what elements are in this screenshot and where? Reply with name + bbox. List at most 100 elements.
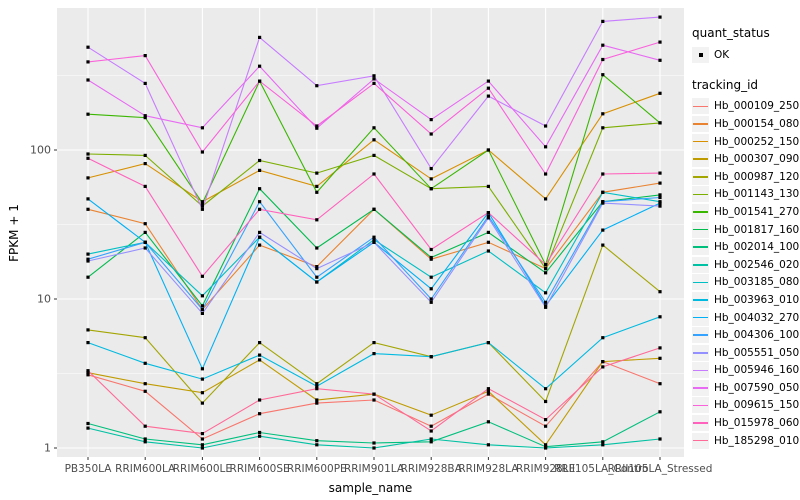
legend-item-label: Hb_000252_150 [714,135,800,148]
data-point [658,193,662,197]
data-point [544,172,548,176]
data-point [429,275,433,279]
data-point [429,355,433,359]
data-point [86,60,90,64]
data-point [200,274,204,278]
series-color-swatch [692,186,709,203]
data-point [486,420,490,424]
data-point [315,218,319,222]
data-point [372,172,376,176]
data-point [258,207,262,211]
legend-item-label: Hb_007590_050 [714,381,800,394]
legend-item-label: Hb_001817_160 [714,223,800,236]
data-point [544,399,548,404]
legend-item-label: Hb_000154_080 [714,117,800,130]
series-color-swatch [692,362,709,379]
legend-tracking-items: Hb_000109_250 Hb_000154_080 Hb_000252_150 H… [692,98,800,450]
data-point [258,398,262,402]
data-point [486,216,490,220]
data-point [601,112,605,116]
legend-item-label: Hb_004306_100 [714,329,800,342]
data-point [315,387,319,391]
data-point [258,430,262,435]
data-point [429,429,433,433]
legend-item-label: Hb_000307_090 [714,153,800,166]
data-point [143,162,147,166]
data-point [200,304,204,308]
data-point [86,257,90,261]
legend-item-Hb_001541_270: Hb_001541_270 [692,203,800,221]
legend-item-Hb_000252_150: Hb_000252_150 [692,133,800,151]
legend-item-label: Hb_003185_080 [714,276,800,289]
data-point [658,91,662,95]
x-tick-label: RRIM928BA [401,463,463,475]
data-point [143,246,147,250]
legend-item-Hb_000987_120: Hb_000987_120 [692,168,799,186]
data-point [486,389,490,393]
data-point [544,267,548,271]
data-point [486,214,490,218]
y-tick-label: 100 [30,144,51,157]
data-point [143,382,147,386]
axes: 1 10 100 PB350LA RRIM600LARRIM600LERRIM600SE… [30,144,712,476]
data-point [601,73,605,77]
data-point [143,230,147,234]
data-point [429,413,433,417]
legend-item-label: Hb_000109_250 [714,100,800,113]
data-point [486,387,490,391]
data-point [601,336,605,340]
data-point [658,121,662,125]
data-point [658,181,662,185]
data-point [143,222,147,226]
legend-item-Hb_003963_010: Hb_003963_010 [692,291,799,309]
series-color-swatch [692,274,709,291]
data-point [143,240,147,244]
data-point [429,437,433,441]
data-point [658,204,662,208]
legend-item-Hb_004306_100: Hb_004306_100 [692,326,800,344]
series-color-swatch [692,256,709,273]
data-point [315,267,319,271]
data-point [315,190,319,194]
data-point [200,207,204,211]
data-point [544,300,548,304]
data-point [544,418,548,422]
data-point [258,412,262,416]
data-point [143,184,147,188]
legend-item-Hb_003185_080: Hb_003185_080 [692,274,800,292]
data-point [258,243,262,247]
legend-item-label: Hb_001143_130 [714,188,800,201]
data-point [658,356,662,360]
legend-item-label: Hb_002014_100 [714,241,800,254]
data-point [200,437,204,441]
data-point [372,126,376,130]
series-color-swatch [692,98,709,115]
data-point [315,439,319,443]
data-point [429,440,433,444]
legend-item-label: Hb_009615_150 [714,399,800,412]
legend-item-label: Hb_005946_160 [714,364,800,377]
data-point [658,410,662,414]
series-color-swatch [692,397,709,414]
data-point [258,158,262,163]
data-point [544,124,548,128]
legend-item-Hb_009615_150: Hb_009615_150 [692,397,800,415]
data-point [315,84,319,88]
data-point [372,153,376,157]
x-tick-label: RRIM600PE [287,463,347,475]
data-point [544,446,548,450]
data-point [200,391,204,395]
data-point [601,43,605,47]
legend-item-quant: OK [692,46,798,64]
data-point [544,271,548,275]
data-point [429,187,433,191]
legend-item-label: Hb_001541_270 [714,205,800,218]
data-point [200,150,204,154]
data-point [372,352,376,356]
data-point [86,78,90,82]
legend-title-tracking-id: tracking_id [692,77,759,92]
legend-item-label: Hb_185298_010 [714,434,800,447]
data-point [143,54,147,58]
legend-item-label: OK [714,48,730,61]
